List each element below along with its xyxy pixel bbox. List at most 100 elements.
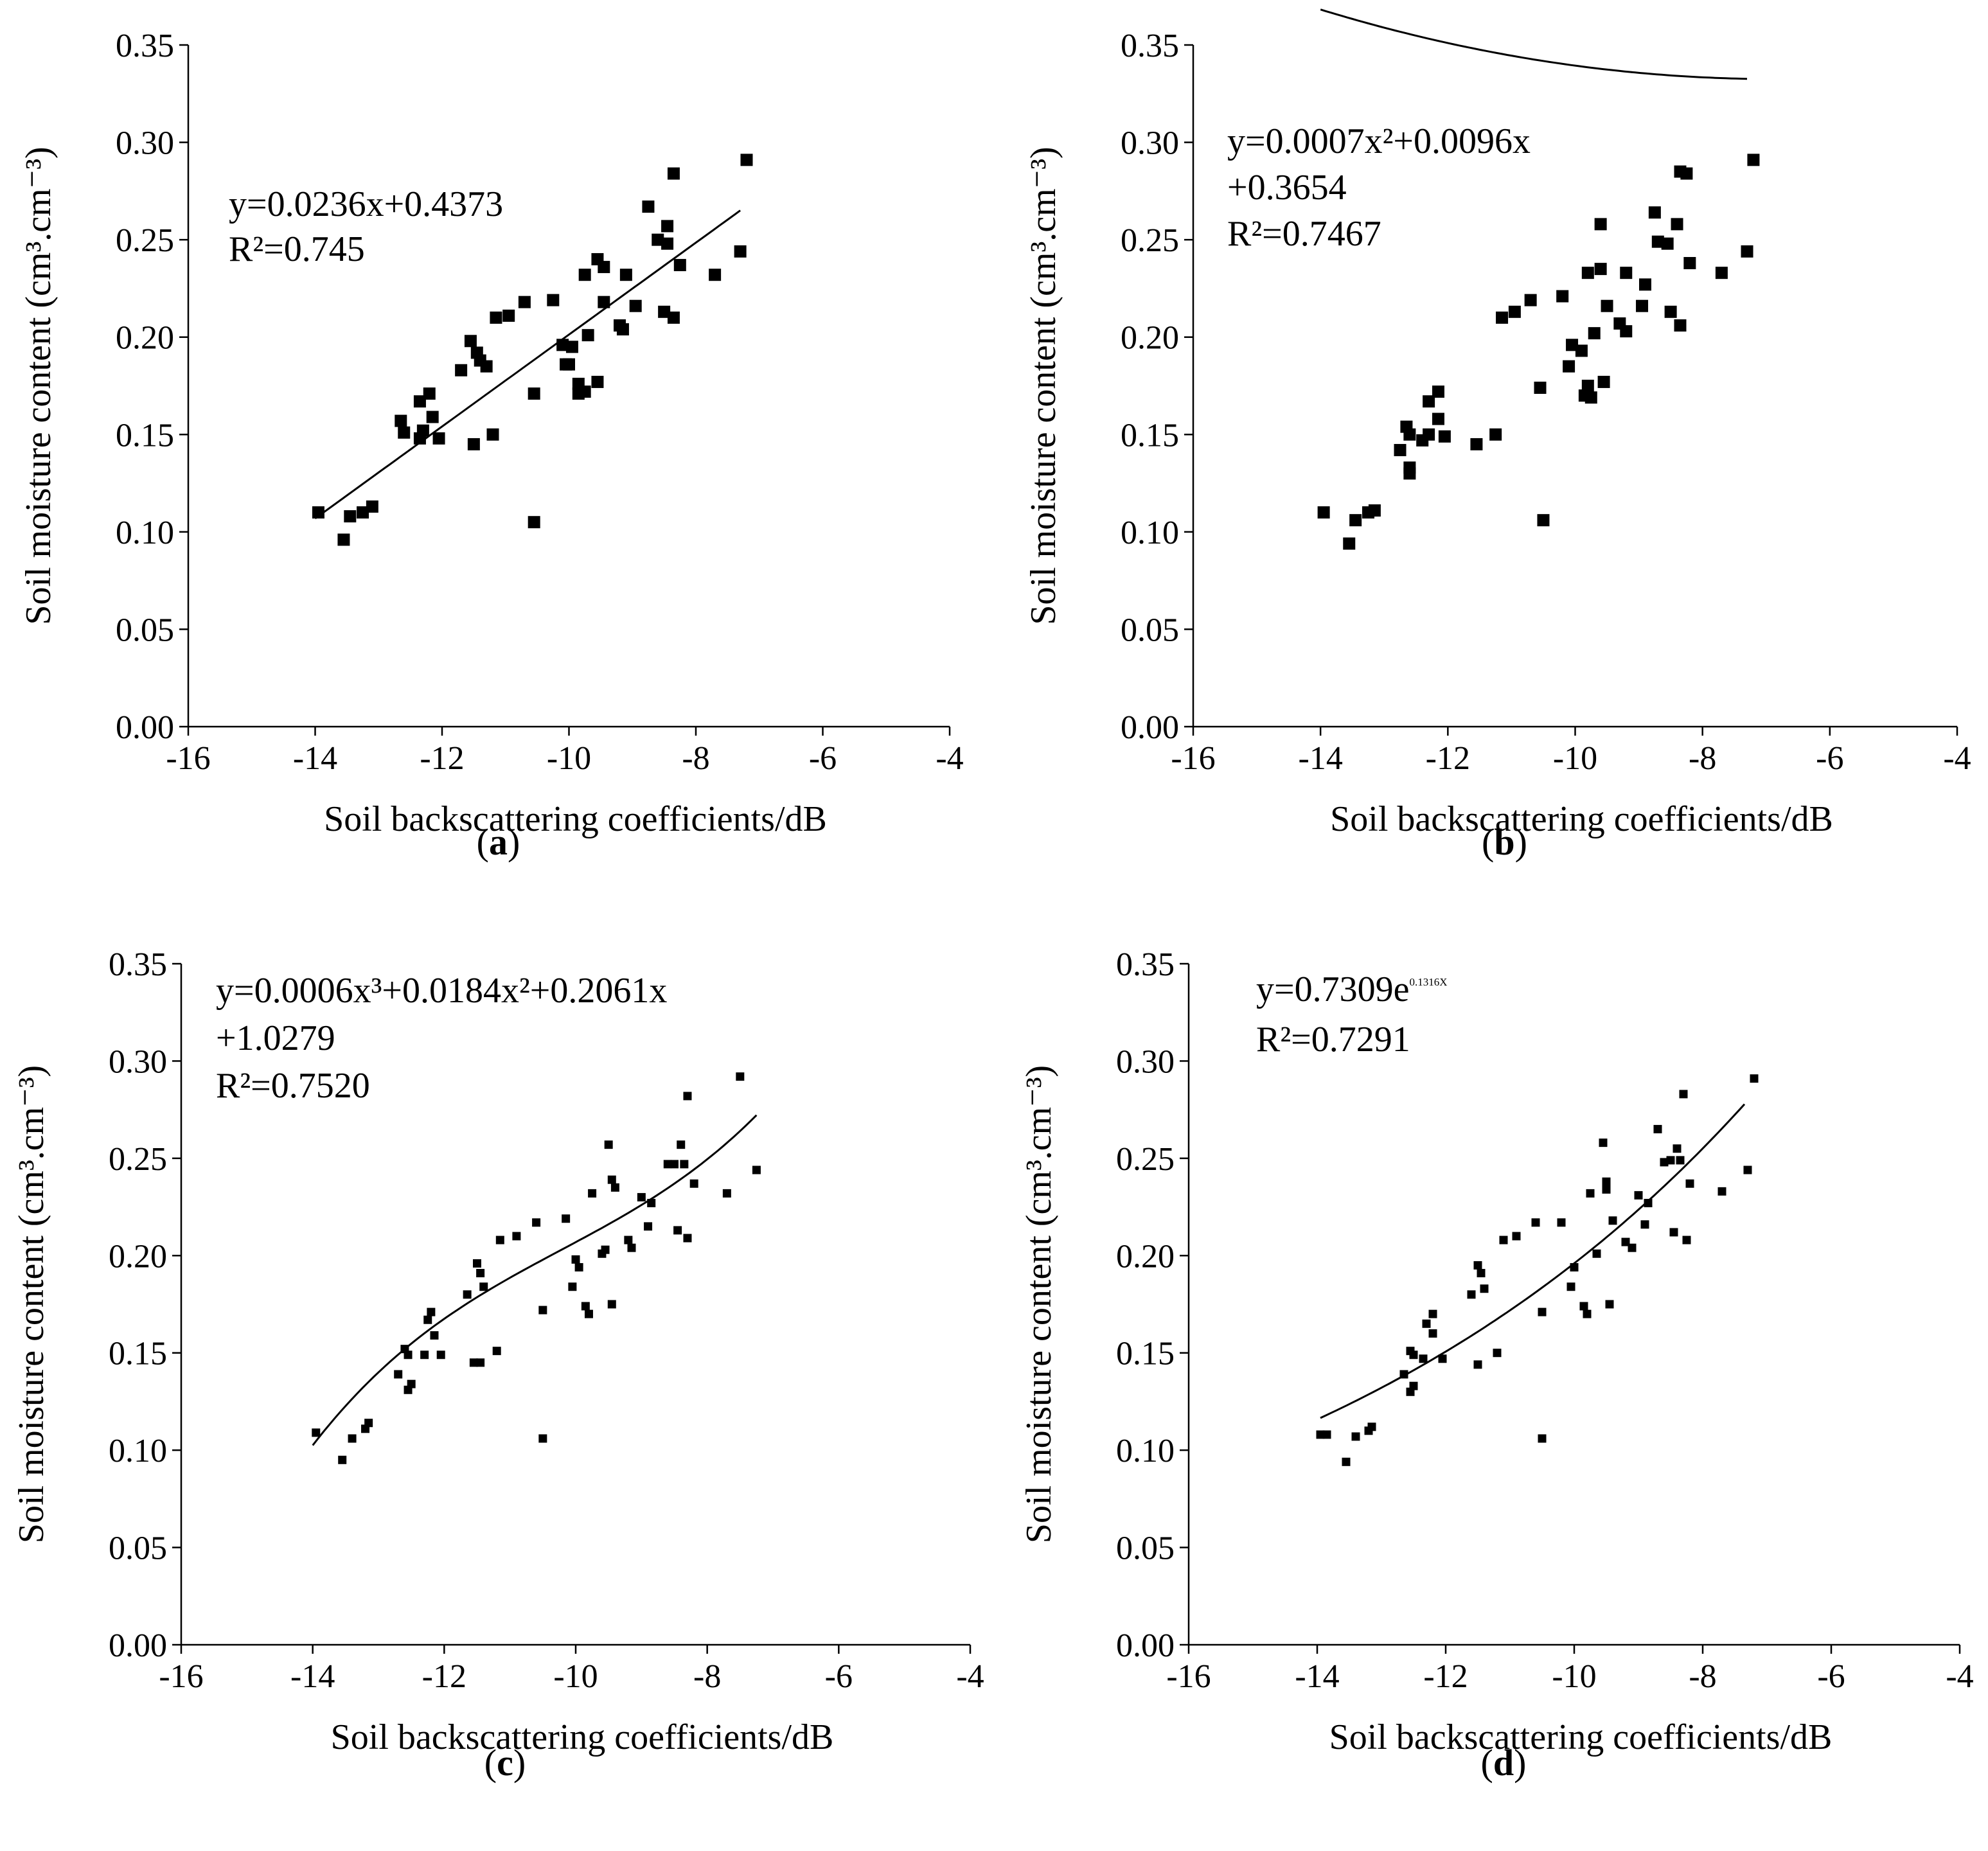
- data-point: [1531, 1218, 1540, 1227]
- equation-line: y=0.0236x+0.4373: [229, 184, 503, 224]
- x-tick-label: -8: [682, 740, 709, 777]
- x-tick-label: -14: [293, 740, 337, 777]
- data-point: [1566, 1282, 1575, 1291]
- data-point: [463, 1290, 472, 1299]
- equation-line: R²=0.7291: [1256, 1020, 1410, 1059]
- data-point: [430, 1331, 439, 1340]
- equation-line: R²=0.7520: [216, 1066, 370, 1106]
- data-point: [619, 269, 632, 281]
- data-point: [1671, 218, 1683, 231]
- y-tick-label: 0.00: [109, 1627, 167, 1664]
- data-point: [663, 1160, 672, 1169]
- data-point: [588, 1189, 597, 1198]
- data-point: [683, 1234, 692, 1243]
- data-point: [568, 1282, 577, 1291]
- data-point: [426, 411, 439, 423]
- data-point: [1588, 327, 1601, 340]
- data-point: [1648, 206, 1661, 219]
- data-point: [598, 296, 610, 308]
- data-point: [455, 364, 468, 376]
- data-point: [1581, 380, 1594, 392]
- y-tick-label: 0.20: [1121, 320, 1179, 357]
- data-point: [1438, 1354, 1447, 1363]
- equation-line: +0.3654: [1227, 168, 1347, 208]
- y-tick-label: 0.20: [116, 320, 174, 357]
- data-point: [1651, 235, 1664, 248]
- data-point: [512, 1232, 521, 1241]
- data-point: [740, 154, 753, 166]
- data-point: [1428, 1309, 1437, 1318]
- x-tick-label: -12: [1423, 1658, 1468, 1695]
- data-point: [490, 311, 502, 324]
- y-tick-label: 0.10: [109, 1433, 167, 1469]
- equation-line: y=0.7309e0.1316X: [1256, 970, 1447, 1009]
- data-point: [1676, 1156, 1685, 1165]
- data-point: [591, 375, 604, 388]
- data-point: [528, 387, 540, 400]
- data-point: [1674, 319, 1687, 332]
- data-point: [413, 395, 426, 408]
- data-point: [661, 237, 674, 250]
- data-point: [571, 1255, 580, 1264]
- y-tick-label: 0.05: [109, 1530, 167, 1567]
- data-point: [1423, 395, 1435, 408]
- x-tick-label: -6: [809, 740, 837, 777]
- data-point: [1343, 537, 1356, 550]
- data-point: [1583, 1309, 1592, 1318]
- data-point: [658, 305, 671, 318]
- data-point: [610, 1183, 619, 1192]
- data-point: [1620, 325, 1633, 338]
- data-point: [661, 220, 674, 233]
- y-tick-label: 0.00: [1116, 1627, 1175, 1664]
- data-point: [673, 1226, 682, 1235]
- data-point: [1367, 1422, 1376, 1431]
- data-point: [1537, 514, 1550, 527]
- data-point: [538, 1306, 547, 1315]
- data-point: [344, 510, 357, 523]
- data-point: [1316, 1430, 1325, 1439]
- data-point: [423, 387, 436, 400]
- data-point: [538, 1434, 547, 1443]
- data-point: [709, 269, 722, 281]
- data-point: [528, 516, 540, 529]
- data-point: [1432, 385, 1444, 398]
- data-point: [1594, 218, 1607, 231]
- data-point: [584, 1309, 593, 1318]
- y-tick-label: 0.15: [1116, 1336, 1175, 1372]
- data-point: [1403, 428, 1416, 441]
- data-point: [1508, 305, 1521, 318]
- data-point: [416, 424, 429, 437]
- data-point: [1628, 1243, 1637, 1252]
- data-point: [1717, 1187, 1726, 1196]
- y-axis-title: Soil moisture content (cm³.cm⁻³): [19, 146, 58, 624]
- data-point: [1747, 154, 1760, 166]
- data-point: [1524, 294, 1537, 306]
- data-point: [1715, 267, 1728, 279]
- data-point: [1566, 339, 1579, 351]
- y-tick-label: 0.25: [116, 222, 174, 259]
- data-point: [1499, 1235, 1508, 1244]
- data-point: [480, 360, 493, 373]
- data-point: [492, 1347, 501, 1356]
- data-point: [1666, 1156, 1675, 1165]
- trend-line: [1320, 1103, 1746, 1419]
- data-point: [627, 1243, 636, 1252]
- data-point: [547, 294, 560, 306]
- data-point: [601, 1245, 610, 1254]
- data-point: [736, 1072, 745, 1081]
- data-point: [607, 1300, 616, 1309]
- x-tick-label: -8: [1689, 740, 1716, 777]
- trend-line: [312, 1114, 758, 1446]
- data-point: [1669, 1228, 1678, 1237]
- data-point: [1422, 1319, 1431, 1328]
- data-point: [1653, 1124, 1662, 1133]
- y-tick-label: 0.35: [1121, 28, 1179, 64]
- x-tick-label: -14: [1295, 1658, 1339, 1695]
- data-point: [574, 1262, 583, 1271]
- y-tick-label: 0.35: [116, 28, 174, 64]
- y-tick-label: 0.35: [1116, 946, 1175, 983]
- y-tick-label: 0.30: [1116, 1043, 1175, 1080]
- data-point: [476, 1269, 485, 1278]
- data-point: [1575, 344, 1588, 357]
- data-point: [1644, 1199, 1653, 1208]
